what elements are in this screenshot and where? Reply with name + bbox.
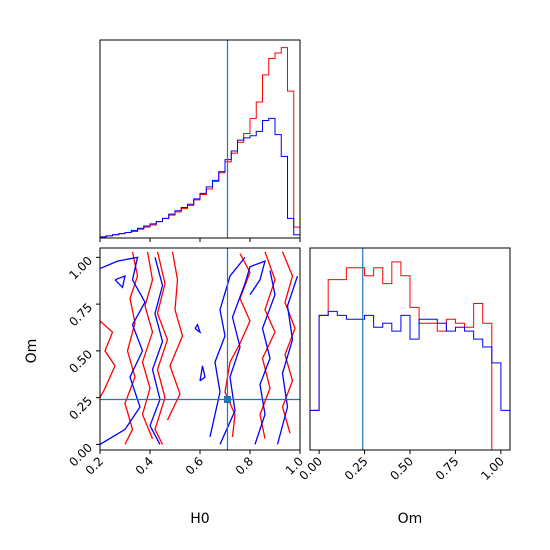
contour-lines [100,251,299,445]
x-axis-label-om: Om [398,511,423,527]
truth-marker [224,396,231,403]
x-axis-label-h0: H0 [190,511,209,527]
contour-xtick-label-2: 0.6 [183,454,206,477]
blue-contour-6 [276,275,299,445]
contour-ytick-label-4: 1.00 [66,254,95,283]
h0-hist-frame [99,39,301,239]
contour-xtick-label-1: 0.4 [133,454,156,477]
contour-ytick-label-1: 0.25 [66,394,95,423]
y-axis-label-om: Om [24,339,40,364]
red-contour-6 [259,251,276,439]
contour-ytick-label-2: 0.50 [66,347,95,376]
blue-contour-8 [199,365,206,382]
blue-contour-2 [114,275,126,289]
h0-histogram-panel [99,39,301,242]
blue-contour-7 [194,323,202,334]
om-xtick-label-2: 0.50 [387,454,416,483]
red-contour-2 [154,251,169,445]
om-xtick-label-3: 0.75 [433,454,462,483]
om-hist-series-0 [310,261,510,451]
blue-contour-1 [149,257,164,445]
om-xtick-label-0: 0.00 [296,454,325,483]
blue-contour-3 [209,256,246,438]
blue-contour-5 [254,270,276,445]
red-contour-0 [124,251,139,445]
red-contour-5 [224,253,251,437]
red-contour-4 [100,320,116,398]
om-hist-series-1 [310,310,510,411]
h0-om-contour-panel: 0.2 0.4 0.6 0.8 1.00.000.250.500.751.00 [66,247,306,478]
contour-xtick-label-3: 0.8 [233,454,256,477]
red-contour-3 [166,251,184,421]
blue-contour-4 [219,260,266,445]
red-contour-7 [281,251,296,434]
contour-ytick-label-3: 0.75 [66,300,95,329]
h0-hist-series-1 [100,117,300,238]
om-xtick-label-4: 1.00 [478,454,507,483]
red-contour-1 [141,251,154,440]
om-histogram-panel: 0.00 0.25 0.50 0.75 1.00 [296,247,511,483]
blue-contour-0 [100,256,146,445]
om-xtick-label-1: 0.25 [342,454,371,483]
h0-hist-series-0 [100,47,300,238]
